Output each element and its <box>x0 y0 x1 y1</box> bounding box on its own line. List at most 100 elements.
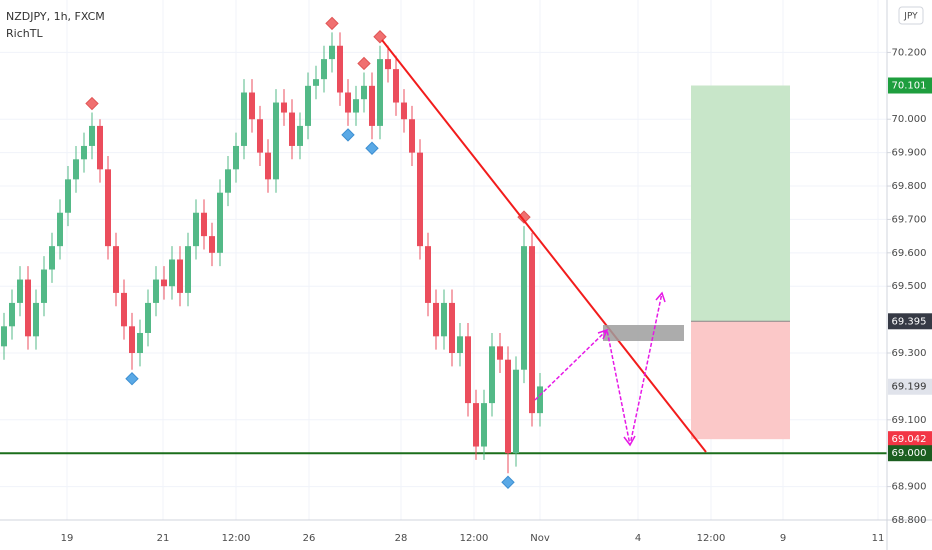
candle-body <box>281 102 287 113</box>
candle-body <box>465 336 471 404</box>
y-tick-label: 68.900 <box>892 482 927 493</box>
pivot-low <box>365 141 379 155</box>
candle-body <box>409 119 415 153</box>
candle-body <box>489 346 495 404</box>
candle-body <box>425 246 431 303</box>
candle-body <box>497 346 503 360</box>
pivot-high <box>357 56 371 71</box>
y-tick-label: 69.100 <box>892 415 927 426</box>
arrow-head <box>623 435 636 447</box>
candle-body <box>201 212 207 237</box>
currency-label: JPY <box>903 12 918 22</box>
candle-body <box>249 92 255 120</box>
candle-body <box>41 269 47 303</box>
position-tool <box>0 85 887 455</box>
price-tag <box>888 378 932 395</box>
candle-body <box>393 69 399 103</box>
y-tick-label: 69.700 <box>892 214 927 225</box>
candle-body <box>177 259 183 293</box>
candle-body <box>305 85 311 126</box>
candle-body <box>9 302 15 327</box>
candle-body <box>353 99 359 113</box>
candle-body <box>89 125 95 146</box>
price-tag <box>888 431 932 448</box>
y-tick-label: 69.300 <box>892 348 927 359</box>
pivot-high <box>373 30 387 44</box>
x-tick-label: 19 <box>61 533 74 544</box>
axes: 19 21 12:00 26 28 12:00 Nov 4 12:00 9 11 70.200 70.0… <box>61 47 932 544</box>
price-tag-label: 70.101 <box>892 80 927 91</box>
candle-body <box>441 302 447 337</box>
price-tag-label: 69.000 <box>892 448 927 459</box>
candle-body <box>369 85 375 126</box>
drawings <box>381 39 707 453</box>
zone-box <box>603 325 684 341</box>
candle-body <box>161 279 167 287</box>
candle-body <box>265 152 271 180</box>
candle-body <box>289 112 295 146</box>
candle-body <box>345 92 351 113</box>
price-tag <box>888 313 932 330</box>
stop-zone <box>691 321 790 440</box>
candle-body <box>473 403 479 447</box>
x-tick-label: Nov <box>530 533 550 544</box>
price-tag-label: 69.395 <box>892 316 927 327</box>
x-tick-label: 28 <box>395 533 408 544</box>
pivot-low <box>341 128 355 142</box>
candle-body <box>241 92 247 146</box>
candle-body <box>97 125 103 170</box>
candle-body <box>481 403 487 447</box>
trend-line <box>381 39 707 453</box>
candle-body <box>513 369 519 454</box>
x-tick-label: 12:00 <box>460 533 489 544</box>
candle-body <box>385 59 391 70</box>
x-tick-label: 12:00 <box>697 533 726 544</box>
price-tag <box>888 445 932 462</box>
candle-body <box>377 59 383 126</box>
x-tick-label: 21 <box>157 533 170 544</box>
candle-body <box>217 192 223 253</box>
y-tick-label: 70.000 <box>892 114 927 125</box>
candle-body <box>145 302 151 333</box>
pivot-low <box>125 372 139 386</box>
candle-body <box>521 246 527 370</box>
candle-body <box>17 279 23 303</box>
candle-body <box>25 279 31 337</box>
candle-body <box>169 259 175 287</box>
candles <box>1 16 543 489</box>
x-tick-label: 9 <box>780 533 786 544</box>
candle-body <box>209 236 215 253</box>
candle-body <box>273 102 279 180</box>
x-tick-label: 26 <box>303 533 316 544</box>
y-tick-label: 70.200 <box>892 47 927 58</box>
y-tick-label: 69.800 <box>892 181 927 192</box>
candle-body <box>433 302 439 337</box>
x-tick-label: 12:00 <box>222 533 251 544</box>
pivot-low <box>501 475 515 489</box>
target-zone <box>691 85 790 322</box>
candle-body <box>73 159 79 180</box>
currency-button[interactable] <box>898 6 924 25</box>
y-tick-label: 69.500 <box>892 281 927 292</box>
candle-body <box>1 326 7 347</box>
candle-body <box>137 332 143 354</box>
candle-body <box>113 246 119 293</box>
candle-body <box>537 386 543 414</box>
candle-body <box>65 179 71 213</box>
pivot-high <box>325 16 339 31</box>
candle-body <box>185 246 191 293</box>
path-arrow <box>534 292 663 446</box>
candle-body <box>313 79 319 86</box>
indicator-name: RichTL <box>6 27 43 40</box>
candle-body <box>529 246 535 414</box>
candle-body <box>121 292 127 327</box>
candle-body <box>361 85 367 100</box>
candle-body <box>457 336 463 354</box>
candle-body <box>49 246 55 270</box>
arrow-head <box>597 328 609 340</box>
candle-body <box>329 45 335 60</box>
candle-body <box>505 359 511 454</box>
